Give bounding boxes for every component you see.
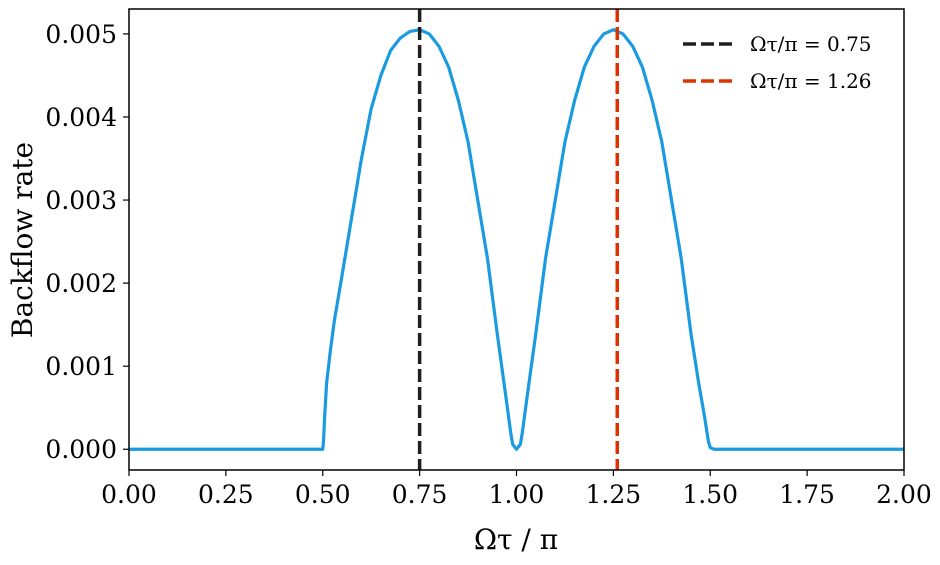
y-tick-label: 0.002 bbox=[45, 269, 117, 298]
x-tick-label: 1.25 bbox=[586, 480, 642, 509]
y-tick-label: 0.004 bbox=[45, 103, 117, 132]
y-tick-label: 0.005 bbox=[45, 20, 117, 49]
tick-layer: 0.00 0.25 0.50 0.75 1.00 1.25 1.50 1.75 2.00 0.00… bbox=[45, 20, 931, 509]
backflow-rate-line bbox=[129, 28, 904, 451]
x-tick-label: 0.00 bbox=[101, 480, 157, 509]
x-tick-label: 1.75 bbox=[779, 480, 835, 509]
legend-label-0: Ωτ/π = 0.75 bbox=[750, 32, 872, 56]
x-tick-label: 1.00 bbox=[489, 480, 545, 509]
x-axis-label: Ωτ / π bbox=[474, 523, 558, 556]
plot-frame bbox=[128, 8, 905, 471]
y-tick-label: 0.001 bbox=[45, 352, 117, 381]
y-axis-label: Backflow rate bbox=[6, 142, 39, 338]
x-tick-label: 0.75 bbox=[392, 480, 448, 509]
x-tick-label: 1.50 bbox=[682, 480, 738, 509]
legend-label-1: Ωτ/π = 1.26 bbox=[750, 69, 872, 93]
x-tick-label: 0.25 bbox=[198, 480, 254, 509]
x-tick-label: 2.00 bbox=[876, 480, 932, 509]
legend: Ωτ/π = 0.75 Ωτ/π = 1.26 bbox=[683, 32, 872, 93]
y-tick-label: 0.003 bbox=[45, 186, 117, 215]
y-tick-label: 0.000 bbox=[45, 435, 117, 464]
x-tick-label: 0.50 bbox=[295, 480, 351, 509]
plot-area bbox=[129, 9, 904, 470]
plot-content bbox=[129, 9, 904, 470]
